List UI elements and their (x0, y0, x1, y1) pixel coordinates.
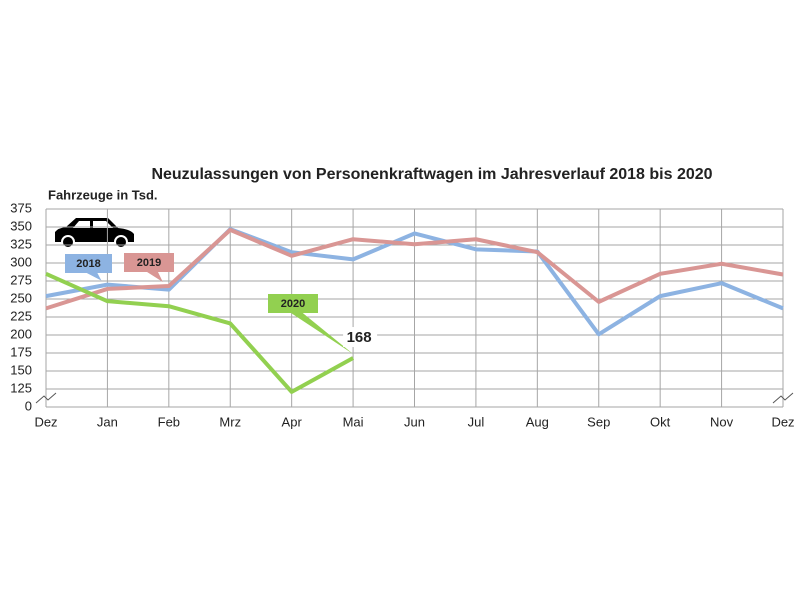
chart-title: Neuzulassungen von Personenkraftwagen im… (151, 166, 712, 183)
y-tick-label: 125 (10, 380, 32, 395)
callout-pointer (84, 272, 102, 281)
y-tick-label: 275 (10, 272, 32, 287)
legend-label: 2018 (76, 258, 100, 270)
x-tick-label: Nov (710, 414, 734, 429)
callouts: 2018 2019 2020 168 (65, 253, 378, 355)
x-tick-label: Jul (468, 414, 485, 429)
y-tick-label: 200 (10, 326, 32, 341)
x-tick-label: Okt (650, 414, 671, 429)
x-tick-label: Aug (526, 414, 549, 429)
y-tick-label: 250 (10, 290, 32, 305)
y-tick-label: 0 (25, 398, 32, 413)
y-tick-label: 150 (10, 362, 32, 377)
data-label-bg (343, 327, 378, 348)
x-tick-label: Mai (343, 414, 364, 429)
x-tick-label: Sep (587, 414, 610, 429)
axis-break (35, 392, 794, 404)
x-tick-label: Jan (97, 414, 118, 429)
legend-box (65, 254, 112, 273)
y-axis-label: Fahrzeuge in Tsd. (48, 187, 158, 202)
x-tick-label: Apr (282, 414, 303, 429)
legend-box (124, 253, 174, 272)
legend-box (268, 294, 318, 313)
y-tick-label: 175 (10, 344, 32, 359)
y-tick-label: 225 (10, 308, 32, 323)
callout-pointer (145, 271, 163, 283)
series-line (45, 227, 784, 311)
x-tick-label: Jun (404, 414, 425, 429)
data-label: 168 (347, 329, 372, 346)
x-tick-label: Dez (34, 414, 57, 429)
callout-pointer (289, 312, 354, 355)
x-tick-label: Dez (771, 414, 794, 429)
y-tick-label: 350 (10, 218, 32, 233)
series-line (45, 271, 355, 394)
legend-label: 2019 (137, 257, 161, 269)
plot-area: 0 125 150 175 200 225 250 275 300 325 350 375 Dez Jan… (10, 200, 794, 429)
y-tick-label: 300 (10, 254, 32, 269)
y-tick-label: 375 (10, 200, 32, 215)
car-icon (55, 218, 134, 249)
x-tick-label: Feb (158, 414, 180, 429)
y-tick-label: 325 (10, 236, 32, 251)
legend-label: 2020 (281, 298, 305, 310)
series-line (45, 227, 784, 337)
x-tick-label: Mrz (219, 414, 241, 429)
